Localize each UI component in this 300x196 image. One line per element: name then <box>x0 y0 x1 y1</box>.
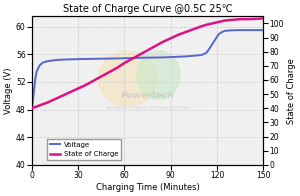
Title: State of Charge Curve @0.5C 25℃: State of Charge Curve @0.5C 25℃ <box>63 4 232 14</box>
Legend: Voltage, State of Charge: Voltage, State of Charge <box>47 139 121 160</box>
X-axis label: Charging Time (Minutes): Charging Time (Minutes) <box>96 183 200 192</box>
Ellipse shape <box>98 51 157 106</box>
Ellipse shape <box>137 51 180 99</box>
Y-axis label: State of Charge: State of Charge <box>287 58 296 123</box>
Text: ADVANCED ENERGY STORAGE SYSTEMS: ADVANCED ENERGY STORAGE SYSTEMS <box>106 106 189 110</box>
Y-axis label: Voltage (V): Voltage (V) <box>4 67 13 114</box>
Text: Powertech: Powertech <box>121 91 175 100</box>
